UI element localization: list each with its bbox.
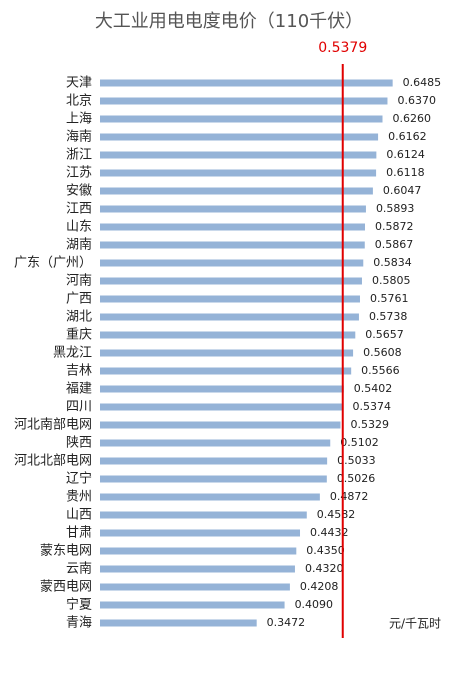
- unit-label: 元/千瓦时: [389, 617, 441, 631]
- bar: [100, 169, 377, 177]
- bar: [100, 565, 295, 573]
- bar: [100, 475, 327, 483]
- bar: [100, 439, 331, 447]
- bar: [100, 583, 290, 591]
- bar: [100, 421, 341, 429]
- bar: [100, 403, 343, 411]
- value-label: 0.4582: [317, 508, 356, 521]
- value-label: 0.4350: [306, 544, 345, 557]
- category-label: 北京: [66, 94, 92, 109]
- bar: [100, 115, 383, 123]
- value-label: 0.5374: [353, 400, 392, 413]
- category-label: 广西: [66, 292, 92, 307]
- category-label: 辽宁: [66, 471, 92, 487]
- category-label: 吉林: [66, 364, 92, 379]
- category-label: 上海: [66, 112, 92, 127]
- category-label: 甘肃: [66, 526, 92, 541]
- category-label: 陕西: [66, 436, 92, 451]
- value-label: 0.5566: [361, 364, 400, 377]
- value-label: 0.5893: [376, 202, 415, 215]
- bar: [100, 295, 360, 303]
- bar: [100, 349, 354, 357]
- bar: [100, 313, 359, 321]
- chart-title: 大工业用电电度电价（110千伏）: [95, 11, 363, 32]
- bar: [100, 187, 373, 195]
- bar: [100, 97, 388, 105]
- value-label: 0.6124: [386, 148, 425, 161]
- bar: [100, 601, 285, 609]
- category-label: 青海: [66, 616, 92, 631]
- bar: [100, 511, 307, 519]
- bar: [100, 457, 328, 465]
- value-label: 0.5872: [375, 220, 414, 233]
- value-label: 0.5834: [373, 256, 412, 269]
- value-label: 0.6370: [397, 94, 436, 107]
- bar: [100, 133, 379, 141]
- value-label: 0.3472: [267, 616, 306, 629]
- value-label: 0.6162: [388, 130, 427, 143]
- value-label: 0.4432: [310, 526, 349, 539]
- category-label: 四川: [66, 400, 92, 415]
- bar: [100, 367, 352, 375]
- value-label: 0.5329: [350, 418, 389, 431]
- category-label: 重庆: [66, 327, 92, 343]
- category-label: 山东: [66, 220, 92, 235]
- value-label: 0.5761: [370, 292, 409, 305]
- category-label: 浙江: [66, 148, 92, 163]
- value-label: 0.4872: [330, 490, 369, 503]
- category-label: 湖南: [66, 237, 92, 253]
- category-label: 河南: [66, 273, 92, 289]
- category-label: 云南: [66, 561, 92, 577]
- category-label: 安徽: [66, 184, 92, 199]
- bar: [100, 277, 362, 285]
- value-label: 0.5033: [337, 454, 376, 467]
- value-label: 0.6485: [403, 76, 442, 89]
- value-label: 0.5867: [375, 238, 414, 251]
- category-label: 蒙东电网: [40, 544, 92, 559]
- category-label: 天津: [66, 76, 92, 91]
- category-label: 蒙西电网: [40, 580, 92, 595]
- value-label: 0.5402: [354, 382, 393, 395]
- value-label: 0.4320: [305, 562, 344, 575]
- bar: [100, 529, 301, 537]
- bar: [100, 619, 257, 627]
- value-label: 0.5102: [340, 436, 379, 449]
- value-label: 0.6260: [393, 112, 432, 125]
- category-label: 贵州: [66, 490, 92, 505]
- bar: [100, 331, 356, 339]
- category-label: 黑龙江: [53, 346, 92, 361]
- category-label: 河北北部电网: [14, 454, 92, 469]
- value-label: 0.5608: [363, 346, 402, 359]
- value-label: 0.5805: [372, 274, 411, 287]
- bar: [100, 493, 320, 501]
- category-label: 江苏: [66, 165, 92, 181]
- bar: [100, 259, 364, 267]
- bar: [100, 547, 297, 555]
- value-label: 0.6118: [386, 166, 425, 179]
- bar: [100, 79, 393, 87]
- category-label: 广东（广州）: [14, 256, 92, 271]
- category-label: 河北南部电网: [14, 417, 92, 433]
- value-label: 0.5738: [369, 310, 408, 323]
- value-label: 0.5026: [337, 472, 376, 485]
- bar: [100, 241, 365, 249]
- bar: [100, 151, 377, 159]
- bar: [100, 223, 365, 231]
- category-label: 湖北: [66, 310, 92, 325]
- value-label: 0.5657: [365, 328, 404, 341]
- category-label: 福建: [66, 382, 92, 397]
- bar: [100, 205, 366, 213]
- category-label: 山西: [66, 508, 92, 523]
- category-label: 宁夏: [66, 597, 92, 613]
- category-label: 海南: [66, 129, 92, 145]
- bar: [100, 385, 344, 393]
- reference-label: 0.5379: [318, 40, 367, 56]
- value-label: 0.4208: [300, 580, 339, 593]
- value-label: 0.6047: [383, 184, 422, 197]
- value-label: 0.4090: [295, 598, 334, 611]
- category-label: 江西: [66, 202, 92, 217]
